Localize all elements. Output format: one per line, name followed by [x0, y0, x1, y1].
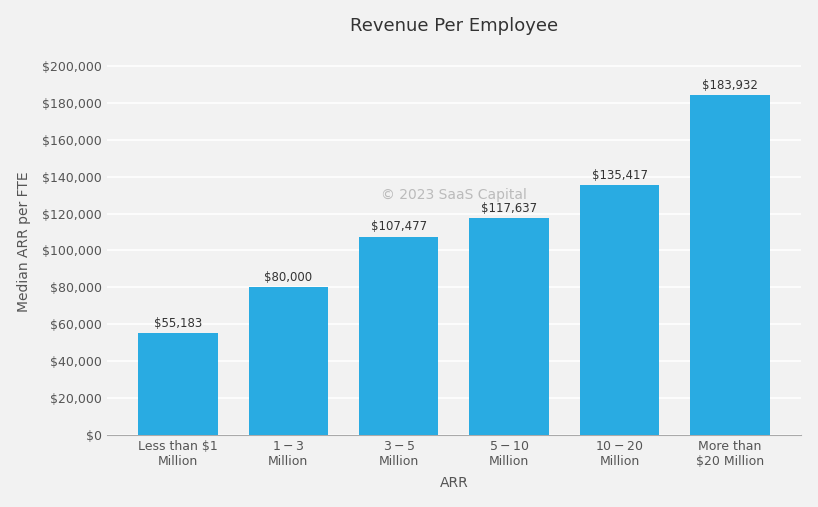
Title: Revenue Per Employee: Revenue Per Employee	[350, 17, 558, 34]
Text: $55,183: $55,183	[154, 317, 202, 330]
Bar	[138, 333, 218, 435]
Y-axis label: Median ARR per FTE: Median ARR per FTE	[16, 171, 30, 311]
Bar	[470, 218, 549, 435]
Bar	[690, 95, 770, 435]
Text: $183,932: $183,932	[702, 79, 758, 92]
Text: $80,000: $80,000	[264, 271, 312, 284]
Text: $107,477: $107,477	[371, 221, 427, 233]
Text: $135,417: $135,417	[591, 169, 648, 182]
Bar	[359, 237, 438, 435]
Bar	[249, 287, 328, 435]
X-axis label: ARR: ARR	[439, 477, 468, 490]
Text: $117,637: $117,637	[481, 202, 537, 214]
Bar	[580, 185, 659, 435]
Text: © 2023 SaaS Capital: © 2023 SaaS Capital	[381, 188, 527, 202]
